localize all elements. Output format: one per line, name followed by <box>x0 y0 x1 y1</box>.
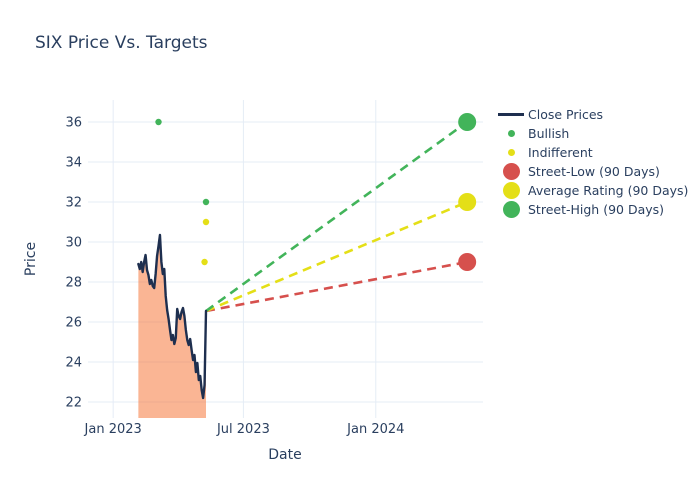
y-tick-label: 30 <box>65 236 82 251</box>
chart-title: SIX Price Vs. Targets <box>35 33 208 53</box>
close-prices-line <box>137 233 208 400</box>
street-low-swatch-col <box>494 163 528 180</box>
legend: Close Prices Bullish Indifferent Street-… <box>494 105 688 219</box>
x-tick-label: Jul 2023 <box>216 422 270 437</box>
rating-dot <box>201 258 208 266</box>
legend-item-label: Close Prices <box>528 107 604 122</box>
legend-item-label: Indifferent <box>528 145 593 160</box>
y-tick-label: 28 <box>65 276 82 291</box>
y-tick-label: 22 <box>65 396 82 411</box>
y-tick-label: 24 <box>65 356 82 371</box>
legend-item-close-prices[interactable]: Close Prices <box>494 105 688 124</box>
legend-item-label: Street-High (90 Days) <box>528 202 665 217</box>
x-axis-title: Date <box>268 447 302 463</box>
legend-item-street-low[interactable]: Street-Low (90 Days) <box>494 162 688 181</box>
y-tick-label: 26 <box>65 316 82 331</box>
bullish-swatch-col <box>494 130 528 137</box>
target-marker <box>458 253 477 271</box>
legend-item-indifferent[interactable]: Indifferent <box>494 143 688 162</box>
circle-swatch-icon <box>502 163 520 180</box>
y-tick-label: 36 <box>65 116 82 131</box>
legend-item-label: Average Rating (90 Days) <box>528 183 689 198</box>
close-prices-swatch-col <box>494 113 528 116</box>
rating-dot <box>155 118 162 126</box>
x-tick-label: Jan 2024 <box>346 422 404 437</box>
circle-swatch-icon <box>502 201 520 218</box>
legend-item-bullish[interactable]: Bullish <box>494 124 688 143</box>
y-tick-label: 34 <box>65 156 82 171</box>
indifferent-swatch-col <box>494 149 528 156</box>
dot-swatch-icon <box>507 130 515 137</box>
legend-item-street-high[interactable]: Street-High (90 Days) <box>494 200 688 219</box>
dot-swatch-icon <box>507 149 515 156</box>
average-rating-swatch-col <box>494 182 528 199</box>
legend-item-average-rating[interactable]: Average Rating (90 Days) <box>494 181 688 200</box>
circle-swatch-icon <box>502 182 520 199</box>
close-prices-fill <box>138 235 206 418</box>
rating-dot <box>202 218 210 226</box>
rating-dot <box>202 198 210 206</box>
x-tick-label: Jan 2023 <box>84 422 142 437</box>
target-dashed-line <box>205 200 468 313</box>
target-dashed-line <box>205 120 468 313</box>
street-high-swatch-col <box>494 201 528 218</box>
target-marker <box>458 193 477 211</box>
legend-item-label: Street-Low (90 Days) <box>528 164 660 179</box>
legend-item-label: Bullish <box>528 126 570 141</box>
target-dashed-line <box>205 260 468 313</box>
line-swatch-icon <box>498 113 524 116</box>
y-tick-label: 32 <box>65 196 82 211</box>
target-marker <box>458 113 477 131</box>
